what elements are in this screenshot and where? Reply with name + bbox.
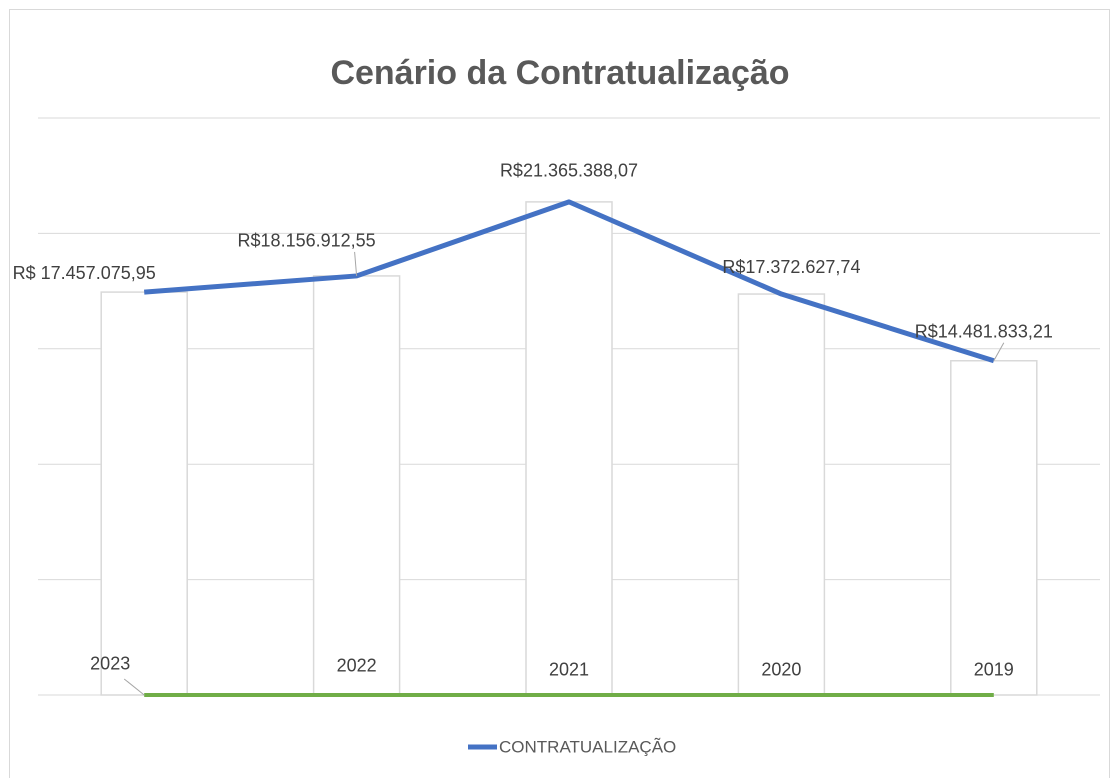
chart-title: Cenário da Contratualização <box>330 54 789 92</box>
bar <box>738 294 824 695</box>
data-label: 2019 <box>974 660 1014 680</box>
data-label: R$18.156.912,55 <box>238 231 376 251</box>
data-label: R$ 17.457.075,95 <box>13 263 156 283</box>
data-label: 2021 <box>549 660 589 680</box>
data-label: 2020 <box>761 660 801 680</box>
data-label: 2022 <box>337 656 377 676</box>
bar <box>526 202 612 695</box>
data-label: R$21.365.388,07 <box>500 161 638 181</box>
data-label: R$14.481.833,21 <box>915 322 1053 342</box>
bar <box>101 292 187 695</box>
data-label: 2023 <box>90 654 130 674</box>
bar <box>951 361 1037 695</box>
legend-label: CONTRATUALIZAÇÃO <box>499 737 676 756</box>
bar <box>314 276 400 695</box>
data-label: R$17.372.627,74 <box>722 257 860 277</box>
